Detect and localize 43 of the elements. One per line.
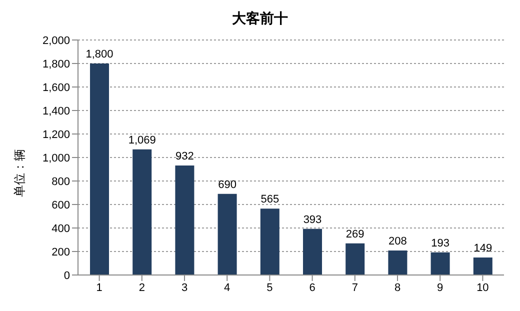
x-tick-label: 6 xyxy=(309,282,316,294)
data-label: 208 xyxy=(388,236,407,248)
bar xyxy=(473,257,492,275)
data-label: 690 xyxy=(218,178,236,191)
bar xyxy=(132,149,152,275)
x-tick-label: 3 xyxy=(181,282,188,294)
x-tick-label: 8 xyxy=(394,282,401,294)
y-tick-label: 1,400 xyxy=(42,105,70,118)
y-tick-label: 800 xyxy=(52,176,70,188)
bar xyxy=(218,194,237,275)
x-tick-label: 5 xyxy=(266,282,273,294)
data-label: 1,800 xyxy=(86,48,114,60)
x-tick-label: 9 xyxy=(437,282,444,294)
bar xyxy=(90,64,109,275)
bar xyxy=(175,165,194,275)
bar xyxy=(346,243,365,275)
data-label: 193 xyxy=(431,237,450,250)
y-tick-label: 2,000 xyxy=(42,34,70,47)
data-label: 932 xyxy=(176,150,194,162)
bar xyxy=(303,228,322,275)
y-axis-title: 单位：辆 xyxy=(12,149,28,197)
data-label: 269 xyxy=(346,228,364,240)
bar xyxy=(388,250,408,275)
bar xyxy=(260,208,280,275)
data-label: 149 xyxy=(474,242,492,254)
bar xyxy=(430,252,450,275)
y-tick-label: 200 xyxy=(52,246,70,258)
data-label: 1,069 xyxy=(128,134,156,146)
x-tick-label: 10 xyxy=(476,282,489,294)
x-tick-label: 7 xyxy=(352,282,358,294)
y-tick-label: 1,800 xyxy=(42,58,70,70)
x-tick-label: 2 xyxy=(138,282,145,294)
y-tick-label: 0 xyxy=(64,270,70,282)
y-tick-label: 600 xyxy=(52,199,70,212)
y-tick-label: 1,600 xyxy=(42,82,70,94)
data-label: 393 xyxy=(303,214,322,226)
x-tick-label: 1 xyxy=(96,282,102,294)
y-tick-label: 1,200 xyxy=(42,128,70,141)
chart-title: 大客前十 xyxy=(231,10,289,28)
x-tick-label: 4 xyxy=(224,282,230,294)
data-label: 565 xyxy=(260,194,280,206)
y-tick-label: 1,000 xyxy=(42,152,70,164)
y-tick-label: 400 xyxy=(52,222,70,235)
